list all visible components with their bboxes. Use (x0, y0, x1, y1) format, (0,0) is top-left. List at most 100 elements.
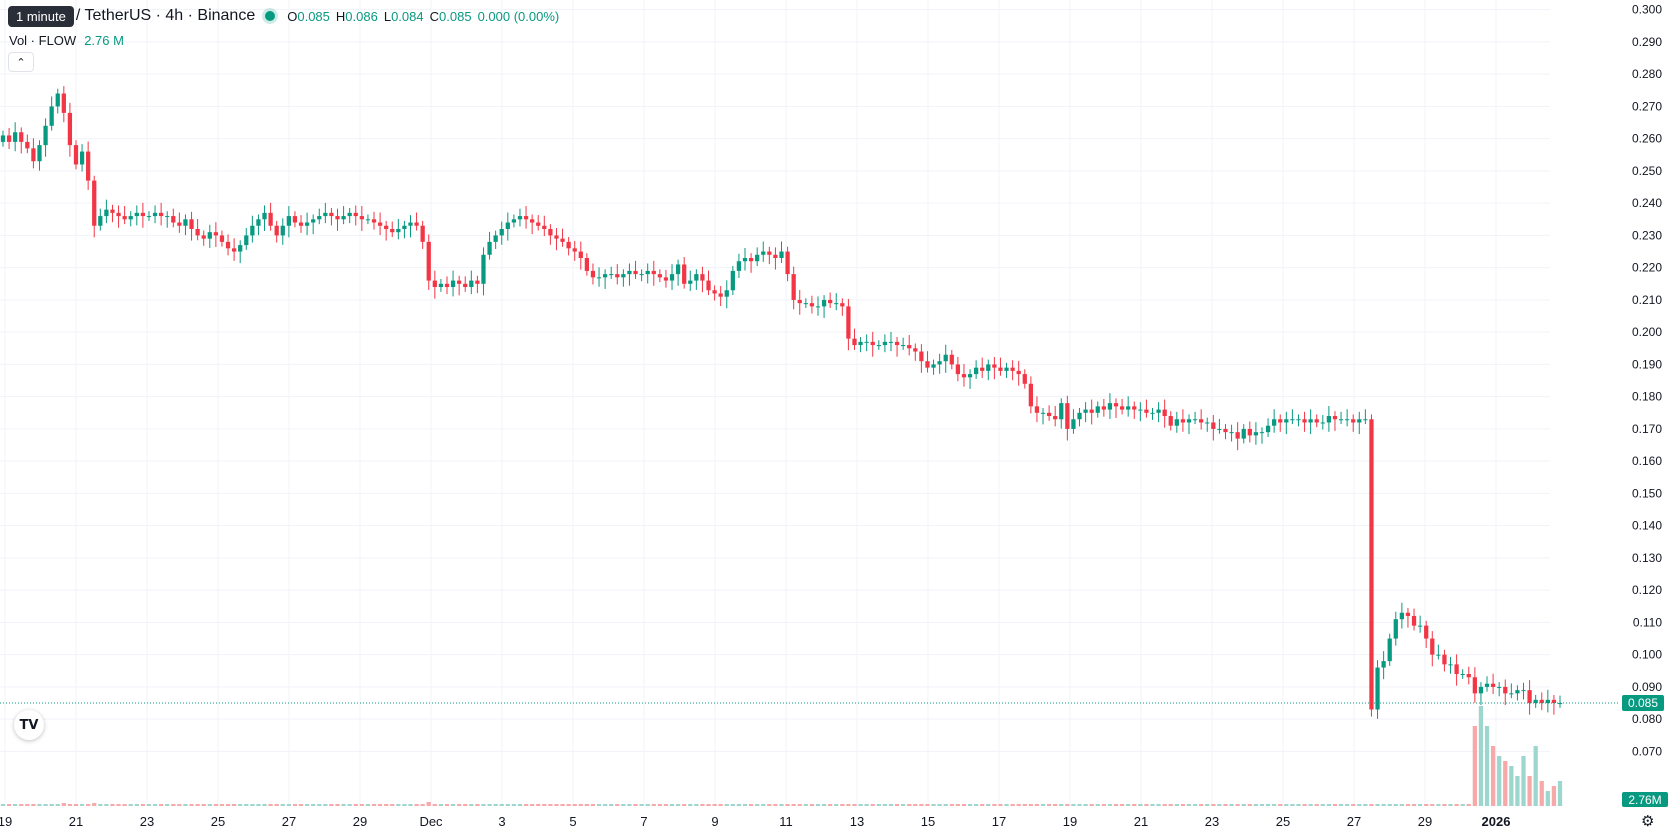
volume-bar (444, 804, 450, 806)
volume-legend: Vol · FLOW 2.76 M (9, 33, 124, 48)
candle-body (961, 374, 967, 378)
gear-icon[interactable]: ⚙ (1641, 813, 1655, 830)
volume-bar (1497, 756, 1502, 806)
candle-body (268, 212, 273, 226)
volume-bar (517, 804, 523, 806)
volume-bar (1192, 804, 1198, 806)
candle-body (1016, 370, 1021, 375)
volume-bar (323, 804, 328, 806)
candle-body (852, 338, 857, 346)
volume-bar (225, 804, 231, 806)
volume-bar (1229, 804, 1234, 806)
candle-body (152, 212, 158, 217)
volume-bar (560, 804, 565, 806)
candle-body (858, 341, 863, 346)
candle-body (250, 225, 255, 236)
candle-body (1089, 409, 1094, 413)
volume-bar (1162, 804, 1167, 806)
volume-bar (317, 804, 322, 806)
volume-bar (371, 804, 377, 806)
candle-body (420, 225, 425, 242)
candle-body (913, 348, 918, 352)
candle-body (967, 374, 973, 378)
y-tick-label: 0.070 (1632, 744, 1662, 758)
y-tick-label: 0.120 (1632, 583, 1662, 597)
candle-body (213, 232, 218, 236)
x-tick-label: 2026 (1482, 814, 1511, 829)
y-tick-label: 0.150 (1632, 486, 1662, 500)
volume-bar (384, 804, 389, 806)
volume-bar (1430, 804, 1435, 806)
volume-bar (566, 804, 571, 806)
candle-body (329, 212, 334, 217)
volume-bar (1545, 791, 1550, 806)
volume-bar (1490, 746, 1496, 806)
y-tick-label: 0.220 (1632, 261, 1662, 275)
volume-bar (803, 804, 808, 806)
candle-body (1460, 674, 1465, 676)
volume-bar (414, 804, 419, 806)
candle-body (256, 219, 261, 226)
y-tick-label: 0.240 (1632, 196, 1662, 210)
candle-body (901, 345, 906, 347)
volume-bar (748, 804, 754, 806)
candle-body (219, 235, 225, 242)
volume-bar (980, 804, 985, 806)
candle-body (1150, 412, 1155, 414)
candle-body (1071, 419, 1076, 429)
candle-body (1503, 686, 1508, 694)
volume-bar (815, 804, 821, 806)
candle-body (1314, 419, 1319, 423)
candle-body (682, 264, 687, 284)
volume-bar (1034, 804, 1040, 806)
candle-body (1411, 615, 1417, 626)
volume-bar (98, 804, 103, 806)
volume-bar (542, 804, 547, 806)
volume-bar (359, 804, 364, 806)
volume-bar (925, 804, 930, 806)
volume-bar (785, 804, 790, 806)
candle-body (1162, 409, 1167, 417)
collapse-legend-button[interactable]: ⌃ (8, 52, 34, 72)
x-tick-label: 5 (569, 814, 576, 829)
volume-bar (183, 804, 188, 806)
chart-grid (0, 0, 1550, 806)
volume-bar (311, 804, 316, 806)
candle-body (1119, 406, 1125, 410)
volume-bar (1205, 804, 1210, 806)
candle-body (1174, 419, 1179, 426)
volume-bar (1107, 804, 1113, 806)
candle-body (1272, 419, 1277, 426)
symbol-title[interactable]: / TetherUS · 4h · Binance (75, 7, 256, 24)
volume-bar (1168, 804, 1173, 806)
candle-body (834, 303, 839, 305)
volume-bar (1101, 804, 1106, 806)
candle-body (493, 235, 498, 242)
volume-bar (244, 804, 249, 806)
candle-body (1338, 419, 1344, 421)
candle-body (797, 299, 802, 304)
candle-body (785, 251, 790, 275)
volume-bar (1259, 804, 1265, 806)
candle-body (657, 274, 662, 278)
y-tick-label: 0.180 (1632, 390, 1662, 404)
volume-bar (1138, 804, 1143, 806)
volume-bar (1527, 776, 1532, 806)
volume-bar (238, 804, 243, 806)
candle-body (560, 238, 565, 242)
tradingview-logo-icon[interactable]: TV (14, 710, 44, 740)
volume-bar (1484, 726, 1490, 806)
volume-bar (43, 804, 48, 806)
candle-body (584, 258, 590, 271)
candle-body (1144, 409, 1149, 413)
candle-body (645, 270, 650, 275)
volume-bar (730, 804, 735, 806)
volume-bar (280, 804, 285, 806)
volume-bar (1040, 804, 1046, 806)
candle-body (767, 251, 772, 255)
volume-bar (536, 804, 541, 806)
candle-body (572, 248, 577, 252)
volume-bar (286, 804, 291, 806)
volume-bar (1156, 804, 1161, 806)
